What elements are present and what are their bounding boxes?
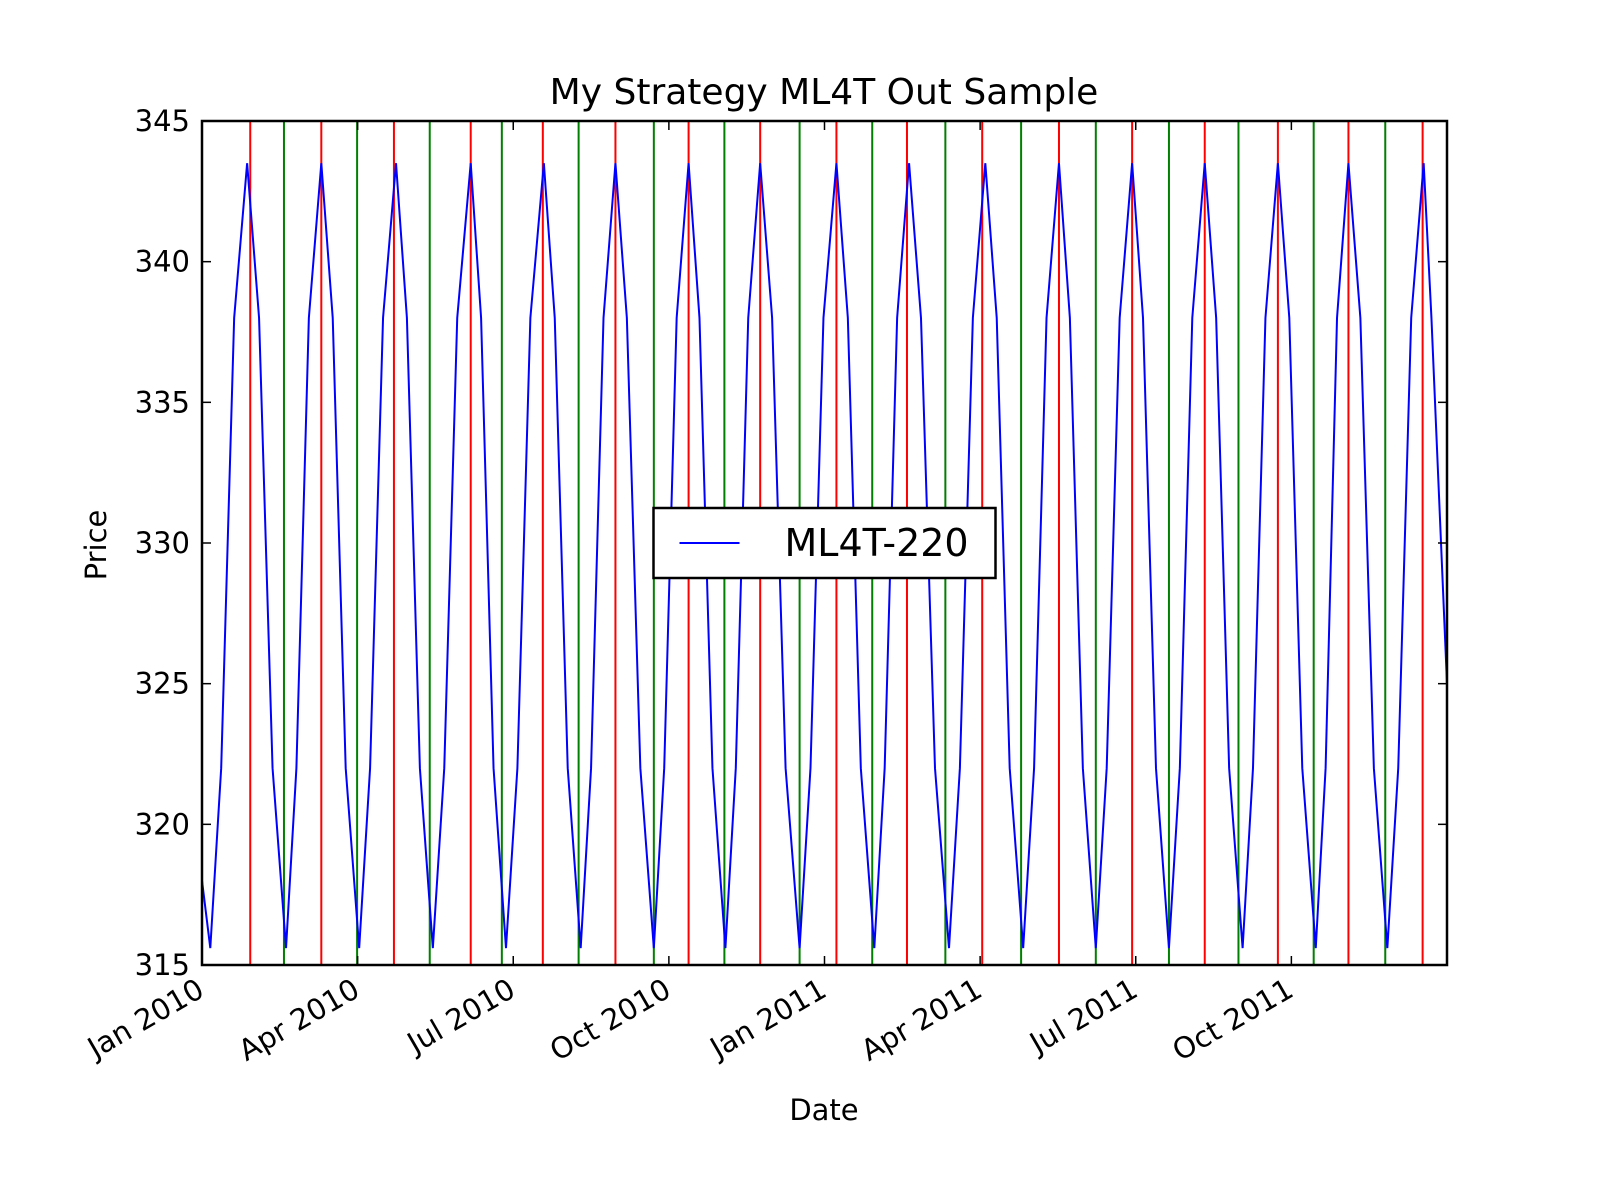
- y-tick-label: 345: [135, 104, 190, 138]
- y-tick-label: 335: [135, 385, 190, 419]
- price-line: [201, 163, 1448, 949]
- legend-label: ML4T-220: [785, 521, 969, 565]
- y-tick-label: 330: [135, 526, 190, 560]
- y-tick-label: 315: [135, 948, 190, 982]
- y-tick-label: 320: [135, 807, 190, 841]
- chart-title: My Strategy ML4T Out Sample: [550, 72, 1099, 113]
- y-tick-label: 325: [135, 667, 190, 701]
- y-tick-label: 340: [135, 245, 190, 279]
- y-axis-label: Price: [79, 510, 113, 581]
- legend: ML4T-220: [652, 506, 997, 580]
- x-axis-label: Date: [789, 1093, 858, 1127]
